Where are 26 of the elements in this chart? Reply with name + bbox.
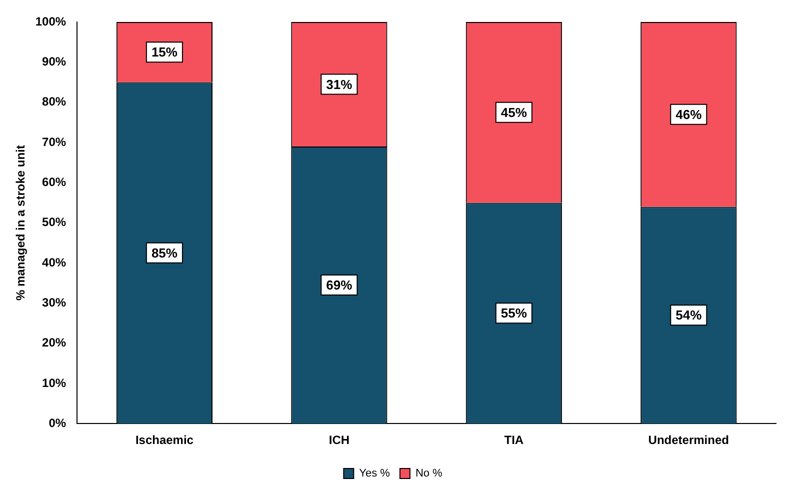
data-label: 54% (676, 308, 702, 323)
x-tick-label: Ischaemic (135, 433, 194, 448)
y-axis-title: % managed in a stroke unit (14, 145, 28, 300)
y-tick-label: 80% (42, 94, 66, 109)
legend-label: No % (415, 468, 443, 480)
y-tick-label: 10% (42, 376, 66, 390)
y-tick-label: 40% (42, 255, 66, 270)
data-label: 31% (326, 76, 353, 92)
data-label: 45% (500, 104, 528, 120)
y-tick-label: 0% (48, 416, 66, 430)
x-tick-label: TIA (504, 433, 524, 448)
y-tick-label: 90% (42, 54, 66, 68)
data-label: 46% (676, 106, 702, 122)
x-tick-label: Undetermined (648, 433, 729, 448)
y-tick-label: 50% (42, 215, 66, 230)
y-tick-label: 70% (42, 134, 66, 149)
data-label: 69% (326, 278, 353, 293)
data-label: 15% (151, 44, 178, 60)
y-tick-label: 60% (42, 174, 66, 189)
x-tick-label: ICH (328, 433, 350, 448)
legend-label: Yes % (359, 468, 390, 480)
y-tick-label: 100% (35, 14, 66, 28)
y-tick-label: 30% (42, 295, 66, 310)
data-label: 85% (151, 246, 178, 260)
data-label: 55% (500, 306, 528, 321)
y-tick-label: 20% (42, 336, 66, 350)
